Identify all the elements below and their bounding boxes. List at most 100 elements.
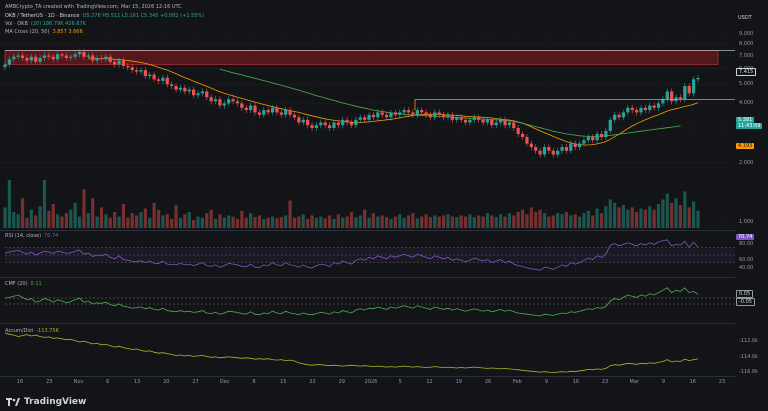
volume-values: (20) 186.79K 426.67K xyxy=(30,21,86,27)
ad-pane xyxy=(4,332,699,374)
date-tick: 2026 xyxy=(364,379,378,385)
candle-body xyxy=(358,117,362,120)
candle xyxy=(249,102,253,114)
candle-body xyxy=(99,57,104,60)
volume-bar xyxy=(525,214,529,228)
candle xyxy=(420,107,424,116)
candle xyxy=(485,116,490,126)
candle-body xyxy=(253,105,257,113)
volume-bar xyxy=(349,212,354,228)
currency-label[interactable]: USDT xyxy=(738,15,752,21)
candle xyxy=(556,147,560,158)
volume-bar xyxy=(253,217,257,228)
candle-body xyxy=(231,99,235,102)
candle xyxy=(503,116,507,129)
candle-body xyxy=(262,110,266,115)
tradingview-logo[interactable]: TradingView xyxy=(6,397,86,407)
candle xyxy=(656,100,661,111)
candle xyxy=(512,119,516,132)
ad-legend[interactable]: Accum/Dist -113.75K xyxy=(5,328,59,334)
ma-legend[interactable]: MA Cross (20, 50) 3.857 3.666 xyxy=(5,29,83,35)
candle xyxy=(95,55,99,64)
candle-body xyxy=(661,99,665,104)
candle-body xyxy=(266,110,270,113)
cmf-line xyxy=(4,287,699,317)
pane-divider[interactable] xyxy=(0,323,735,324)
candle-body xyxy=(345,119,349,123)
pane-divider[interactable] xyxy=(0,230,735,231)
volume-bar xyxy=(257,215,261,228)
candle-body xyxy=(442,114,446,118)
candle-body xyxy=(389,112,393,118)
candle xyxy=(266,107,270,116)
candle-body xyxy=(38,57,42,62)
date-tick: 13 xyxy=(133,379,141,385)
date-tick: 22 xyxy=(309,379,316,385)
candle-body xyxy=(29,56,33,61)
volume-bar xyxy=(367,217,371,228)
volume-bar xyxy=(384,217,389,228)
volume-bar xyxy=(16,214,20,228)
volume-bar xyxy=(358,215,362,228)
candle xyxy=(551,147,555,158)
candle xyxy=(494,119,498,129)
candle-body xyxy=(200,91,204,94)
pane-divider[interactable] xyxy=(0,376,735,377)
symbol-legend[interactable]: OKB / TetherUS · 1D · Binance O5.276 H5.… xyxy=(5,13,204,19)
candle-body xyxy=(143,70,147,77)
volume-bar xyxy=(428,217,433,228)
candle-body xyxy=(69,56,73,58)
volume-bar xyxy=(656,204,661,228)
candle-body xyxy=(249,105,253,111)
candle xyxy=(613,111,617,123)
volume-bar xyxy=(621,205,626,228)
candle-body xyxy=(595,133,599,141)
volume-bar xyxy=(507,213,511,228)
candle-body xyxy=(494,122,498,126)
volume-bar xyxy=(152,202,156,228)
candle xyxy=(99,55,104,63)
pane-divider[interactable] xyxy=(0,277,735,278)
volume-bar xyxy=(490,215,494,228)
volume-bar xyxy=(534,212,538,228)
candle-body xyxy=(336,122,340,126)
candle xyxy=(12,53,16,63)
volume-bar xyxy=(586,210,590,228)
date-tick: 12 xyxy=(426,379,433,385)
candle xyxy=(630,104,634,114)
candle-body xyxy=(292,114,297,118)
candle xyxy=(692,76,696,97)
volume-bar xyxy=(73,202,77,228)
candle-body xyxy=(538,150,542,155)
candle xyxy=(301,116,305,126)
date-tick: Dec xyxy=(219,379,230,385)
candle xyxy=(336,119,340,129)
candle-body xyxy=(683,86,687,100)
volume-bar xyxy=(249,213,253,228)
candle-body xyxy=(60,54,64,56)
candle xyxy=(139,67,143,75)
candle-body xyxy=(692,79,696,94)
candle xyxy=(64,52,69,62)
date-tick: Nov xyxy=(73,379,84,385)
volume-bar xyxy=(363,209,367,228)
candle-body xyxy=(380,112,384,115)
candle xyxy=(42,52,47,62)
volume-bar xyxy=(556,213,560,228)
rsi-legend[interactable]: RSI (14, close) 70.74 xyxy=(5,233,58,239)
volume-bar xyxy=(542,213,547,228)
volume-legend[interactable]: Vol · OKB (20) 186.79K 426.67K xyxy=(5,21,86,27)
volume-bar xyxy=(599,213,604,228)
candle-body xyxy=(696,78,700,80)
candle-body xyxy=(174,86,178,90)
candle xyxy=(126,62,130,71)
cmf-legend[interactable]: CMF (20) 0.11 xyxy=(5,281,42,287)
candle xyxy=(411,109,415,118)
ad-tick: -112.0k xyxy=(739,338,759,344)
volume-bar xyxy=(376,216,380,228)
candle xyxy=(319,119,323,129)
cmf-pane xyxy=(4,287,735,317)
cmf-lower-badge: -0.05 xyxy=(736,298,755,306)
candle-body xyxy=(490,119,494,126)
candle xyxy=(437,109,441,118)
